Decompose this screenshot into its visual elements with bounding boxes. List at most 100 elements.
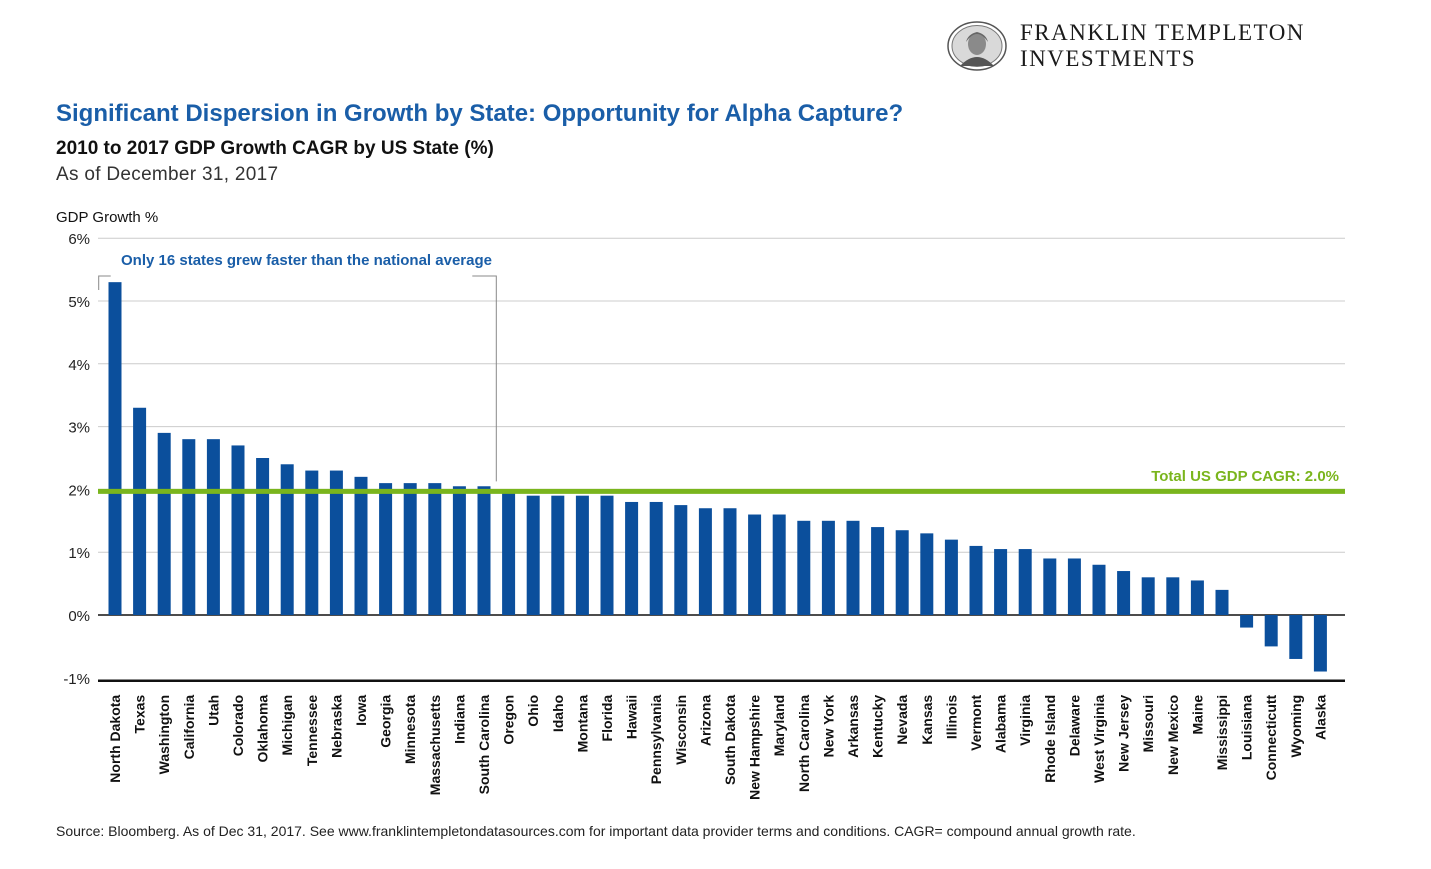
- x-tick-label: Virginia: [1017, 695, 1033, 746]
- x-tick-label: New Jersey: [1116, 695, 1132, 772]
- x-tick-label: Arizona: [697, 695, 713, 747]
- y-axis-label: GDP Growth %: [56, 209, 158, 226]
- bar: [1264, 615, 1278, 647]
- bar: [1313, 615, 1327, 672]
- brand-name: FRANKLIN TEMPLETON: [1020, 20, 1305, 45]
- bar: [526, 495, 540, 615]
- x-tick-label: Alaska: [1312, 695, 1328, 740]
- bar: [1289, 615, 1303, 659]
- x-tick-label: Tennessee: [304, 695, 320, 767]
- x-tick-label: Rhode Island: [1042, 695, 1058, 783]
- x-tick-label: Iowa: [353, 695, 369, 726]
- x-tick-label: Mississippi: [1214, 695, 1230, 770]
- bar: [551, 495, 565, 615]
- x-tick-label: Washington: [156, 695, 172, 775]
- annotation-text: Only 16 states grew faster than the nati…: [121, 252, 492, 269]
- x-tick-label: Michigan: [279, 695, 295, 756]
- brand-subname: INVESTMENTS: [1020, 46, 1197, 71]
- bar: [1092, 564, 1106, 615]
- x-tick-label: Kansas: [919, 695, 935, 745]
- bar: [674, 505, 688, 615]
- bar: [920, 533, 934, 615]
- bar: [772, 514, 786, 615]
- bar: [821, 520, 835, 615]
- bar: [969, 545, 983, 615]
- x-axis-labels: North Dakota Texas Washington California Uta…: [107, 694, 1328, 799]
- bar: [944, 539, 958, 615]
- bars: [108, 282, 1327, 672]
- x-tick-label: Maine: [1189, 695, 1205, 735]
- bar: [846, 520, 860, 615]
- x-tick-label: Missouri: [1140, 695, 1156, 753]
- bar: [206, 439, 220, 615]
- y-tick-label: 1%: [68, 545, 90, 562]
- x-tick-label: Maryland: [771, 695, 787, 756]
- x-tick-label: Illinois: [943, 695, 959, 740]
- bar: [428, 483, 442, 615]
- bar: [871, 527, 885, 615]
- bar: [354, 476, 368, 615]
- y-tick-label: 0%: [68, 608, 90, 625]
- bar: [1166, 577, 1180, 615]
- franklin-portrait-icon: [947, 21, 1007, 71]
- x-tick-label: New York: [820, 695, 836, 758]
- x-tick-label: Wisconsin: [673, 695, 689, 765]
- x-tick-label: Colorado: [230, 695, 246, 756]
- x-tick-label: Ohio: [525, 695, 541, 727]
- bar: [649, 501, 663, 615]
- bar: [231, 445, 245, 615]
- x-tick-label: Delaware: [1066, 695, 1082, 757]
- x-tick-label: Oklahoma: [255, 695, 271, 763]
- bar: [157, 432, 171, 615]
- bar: [280, 464, 294, 615]
- x-tick-label: South Carolina: [476, 695, 492, 795]
- x-tick-label: Arkansas: [845, 695, 861, 758]
- x-tick-label: Hawaii: [624, 695, 640, 739]
- bar: [797, 520, 811, 615]
- y-tick-label: 2%: [68, 482, 90, 499]
- x-tick-label: Nebraska: [328, 695, 344, 758]
- x-tick-label: Indiana: [451, 695, 467, 744]
- bar: [895, 530, 909, 615]
- bar: [1215, 589, 1229, 615]
- bar: [403, 483, 417, 615]
- annotation-bracket: [98, 275, 497, 482]
- bar: [1117, 571, 1131, 615]
- bar: [108, 282, 122, 615]
- bar: [748, 514, 762, 615]
- annotation-bracket-line: [98, 275, 497, 482]
- x-tick-label: Texas: [132, 695, 148, 734]
- x-tick-label: Massachusetts: [427, 695, 443, 796]
- bar: [625, 501, 639, 615]
- bar: [1141, 577, 1155, 615]
- bar: [1043, 558, 1057, 615]
- bar: [575, 495, 589, 615]
- y-tick-label: 5%: [68, 294, 90, 311]
- y-tick-label: 3%: [68, 420, 90, 437]
- y-tick-label: -1%: [63, 671, 90, 688]
- x-tick-label: West Virginia: [1091, 695, 1107, 783]
- x-tick-label: New Hampshire: [747, 695, 763, 800]
- bar: [600, 495, 614, 615]
- y-tick-label: 4%: [68, 357, 90, 374]
- x-tick-label: Alabama: [993, 695, 1009, 754]
- x-tick-label: Montana: [574, 695, 590, 753]
- bar: [133, 407, 147, 615]
- source-note: Source: Bloomberg. As of Dec 31, 2017. S…: [56, 823, 1136, 839]
- x-tick-label: North Carolina: [796, 695, 812, 792]
- bar: [182, 439, 196, 615]
- chart-subtitle: 2010 to 2017 GDP Growth CAGR by US State…: [56, 138, 494, 159]
- bar: [698, 508, 712, 615]
- x-tick-label: Wyoming: [1288, 695, 1304, 758]
- x-tick-label: South Dakota: [722, 695, 738, 785]
- x-tick-label: Minnesota: [402, 695, 418, 764]
- bar: [1240, 615, 1254, 628]
- x-tick-label: North Dakota: [107, 695, 123, 783]
- reference-line-label: Total US GDP CAGR: 2.0%: [1151, 468, 1339, 485]
- bar: [1018, 549, 1032, 615]
- x-tick-label: Kentucky: [870, 695, 886, 758]
- bar: [1067, 558, 1081, 615]
- x-tick-label: Vermont: [968, 694, 984, 750]
- bar: [329, 470, 343, 615]
- bar: [1190, 580, 1204, 615]
